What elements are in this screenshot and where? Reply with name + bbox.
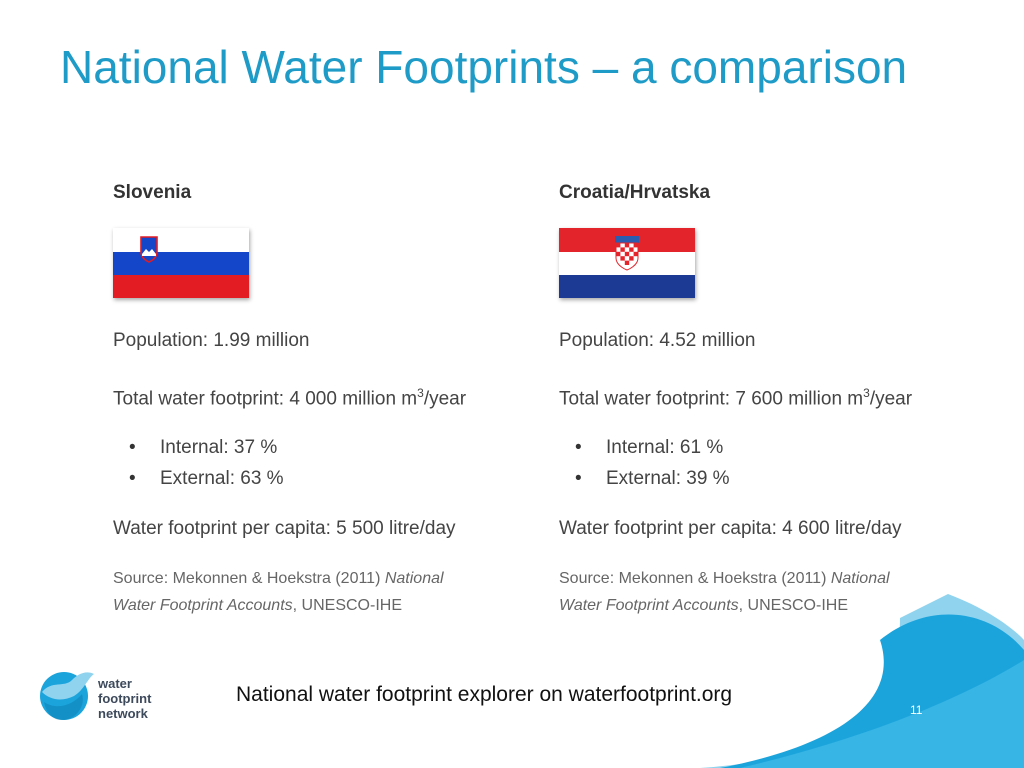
total-footprint-text: Total water footprint: 7 600 million m3/… [559,386,913,410]
country-name: Slovenia [113,182,192,203]
page-number: 11 [910,703,923,717]
population-text: Population: 4.52 million [559,330,756,351]
logo-wordmark: water footprint network [98,676,152,721]
per-capita-text: Water footprint per capita: 4 600 litre/… [559,518,902,539]
external-share-item: External: 63 % [113,467,284,498]
water-drop-logo-icon [40,672,94,720]
page-title: National Water Footprints – a comparison [60,41,908,93]
slovenia-flag [113,228,249,298]
internal-share-item: Internal: 37 % [113,436,284,467]
footprint-breakdown-list: Internal: 61 % External: 39 % [559,436,730,498]
source-citation: Source: Mekonnen & Hoekstra (2011) Natio… [559,570,890,614]
population-text: Population: 1.99 million [113,330,310,351]
internal-share-item: Internal: 61 % [559,436,730,467]
source-citation: Source: Mekonnen & Hoekstra (2011) Natio… [113,570,444,614]
footer-link-text: National water footprint explorer on wat… [236,683,733,706]
country-column-croatia: Croatia/Hrvatska Population: 4.52 millio… [559,178,959,614]
country-name: Croatia/Hrvatska [559,182,711,203]
croatia-flag [559,228,695,298]
total-footprint-text: Total water footprint: 4 000 million m3/… [113,386,467,410]
footprint-breakdown-list: Internal: 37 % External: 63 % [113,436,284,498]
per-capita-text: Water footprint per capita: 5 500 litre/… [113,518,456,539]
country-column-slovenia: Slovenia Population: 1.99 million Total … [113,178,513,614]
external-share-item: External: 39 % [559,467,730,498]
